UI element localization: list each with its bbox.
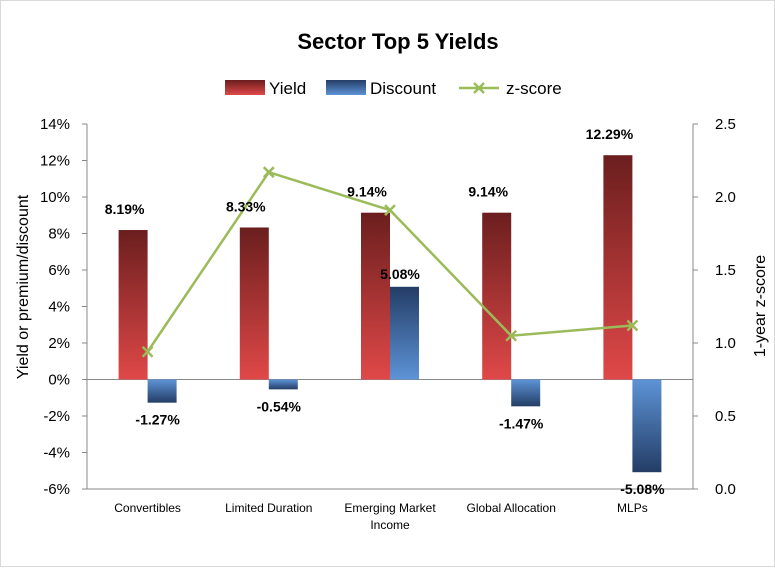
data-label-discount: -1.27% [135,412,180,428]
legend-swatch-discount [326,80,366,95]
data-label-yield: 12.29% [586,126,634,142]
x-category-label: Income [370,518,410,532]
y-tick-label-left: 6% [48,262,70,279]
y-tick-label-right: 0.0 [715,481,736,498]
x-category-label: Convertibles [114,501,181,515]
plot-area: 14% 12% 10% 8% 6% 4% 2% 0% -2% -4% -6% 2.5 2.0 1.5 1.… [40,116,736,532]
y-tick-label-left: 4% [48,299,70,316]
y-tick-label-left: 2% [48,335,70,352]
y-tick-label-left: 0% [48,372,70,389]
data-label-yield: 8.33% [226,198,266,214]
x-marker-stroke [262,166,275,179]
zscore-marker [384,204,396,217]
bar-discount [632,379,662,473]
zscore-marker [505,329,518,342]
data-label-yield: 8.19% [105,201,145,217]
data-label-yield: 9.14% [468,184,508,200]
y-tick-label-left: 12% [40,153,70,170]
chart-title: Sector Top 5 Yields [297,29,498,54]
bar-discount [511,379,541,407]
legend-swatch-yield [225,80,265,95]
y-ticks-left: 14% 12% 10% 8% 6% 4% 2% 0% -2% -4% -6% [40,116,87,498]
y-tick-label-left: -6% [43,481,70,498]
y-tick-label-right: 0.5 [715,408,736,425]
legend-marker-zscore [473,82,485,94]
bar-discount [390,286,419,380]
bar-series [118,155,662,473]
bar-yield [239,227,269,380]
zscore-series [141,166,639,358]
x-marker-stroke [505,329,518,342]
y-tick-label-left: 14% [40,116,70,133]
x-marker-stroke [384,204,396,217]
legend-zscore-x [473,82,485,94]
bar-yield [361,212,390,380]
data-label-discount: -5.08% [620,481,665,497]
zscore-marker [141,345,154,358]
y-tick-label-left: 8% [48,226,70,243]
bar-discount [147,379,177,403]
bar-yield [603,155,633,380]
bar-yield [118,230,148,380]
data-label-discount: -0.54% [257,398,302,414]
x-category-label: Emerging Market [344,501,436,515]
bar-yield [482,212,512,380]
y-tick-label-left: -4% [43,445,70,462]
y-tick-label-right: 2.5 [715,116,736,133]
y-ticks-right: 2.5 2.0 1.5 1.0 0.5 0.0 [693,116,736,498]
data-label-discount: -1.47% [499,415,544,431]
y-tick-label-left: -2% [43,408,70,425]
chart-legend: Yield Discount z-score [225,79,562,98]
zscore-marker [626,319,639,332]
x-marker-stroke [141,345,154,358]
x-marker-stroke [626,319,639,332]
x-category-labels: Convertibles Limited Duration Emerging Mar… [114,501,647,532]
data-labels: 8.19% -1.27% 8.33% -0.54% 9.14% 5.08% 9.14% -1.… [105,126,665,497]
y-axis-title-right: 1-year z-score [752,255,769,357]
y-tick-label-right: 2.0 [715,189,736,206]
x-category-label: MLPs [617,501,648,515]
y-axis-title-left: Yield or premium/discount [15,194,32,379]
y-tick-label-right: 1.0 [715,335,736,352]
data-label-yield: 9.14% [347,184,387,200]
legend-label-yield: Yield [269,79,306,98]
x-category-label: Limited Duration [225,501,312,515]
bar-discount [268,379,298,390]
y-tick-label-right: 1.5 [715,262,736,279]
y-tick-label-left: 10% [40,189,70,206]
x-marker-stroke [473,82,485,94]
legend-label-zscore: z-score [506,79,562,98]
legend-label-discount: Discount [370,79,436,98]
x-category-label: Global Allocation [467,501,556,515]
data-label-discount: 5.08% [380,266,420,282]
zscore-marker [262,166,275,179]
